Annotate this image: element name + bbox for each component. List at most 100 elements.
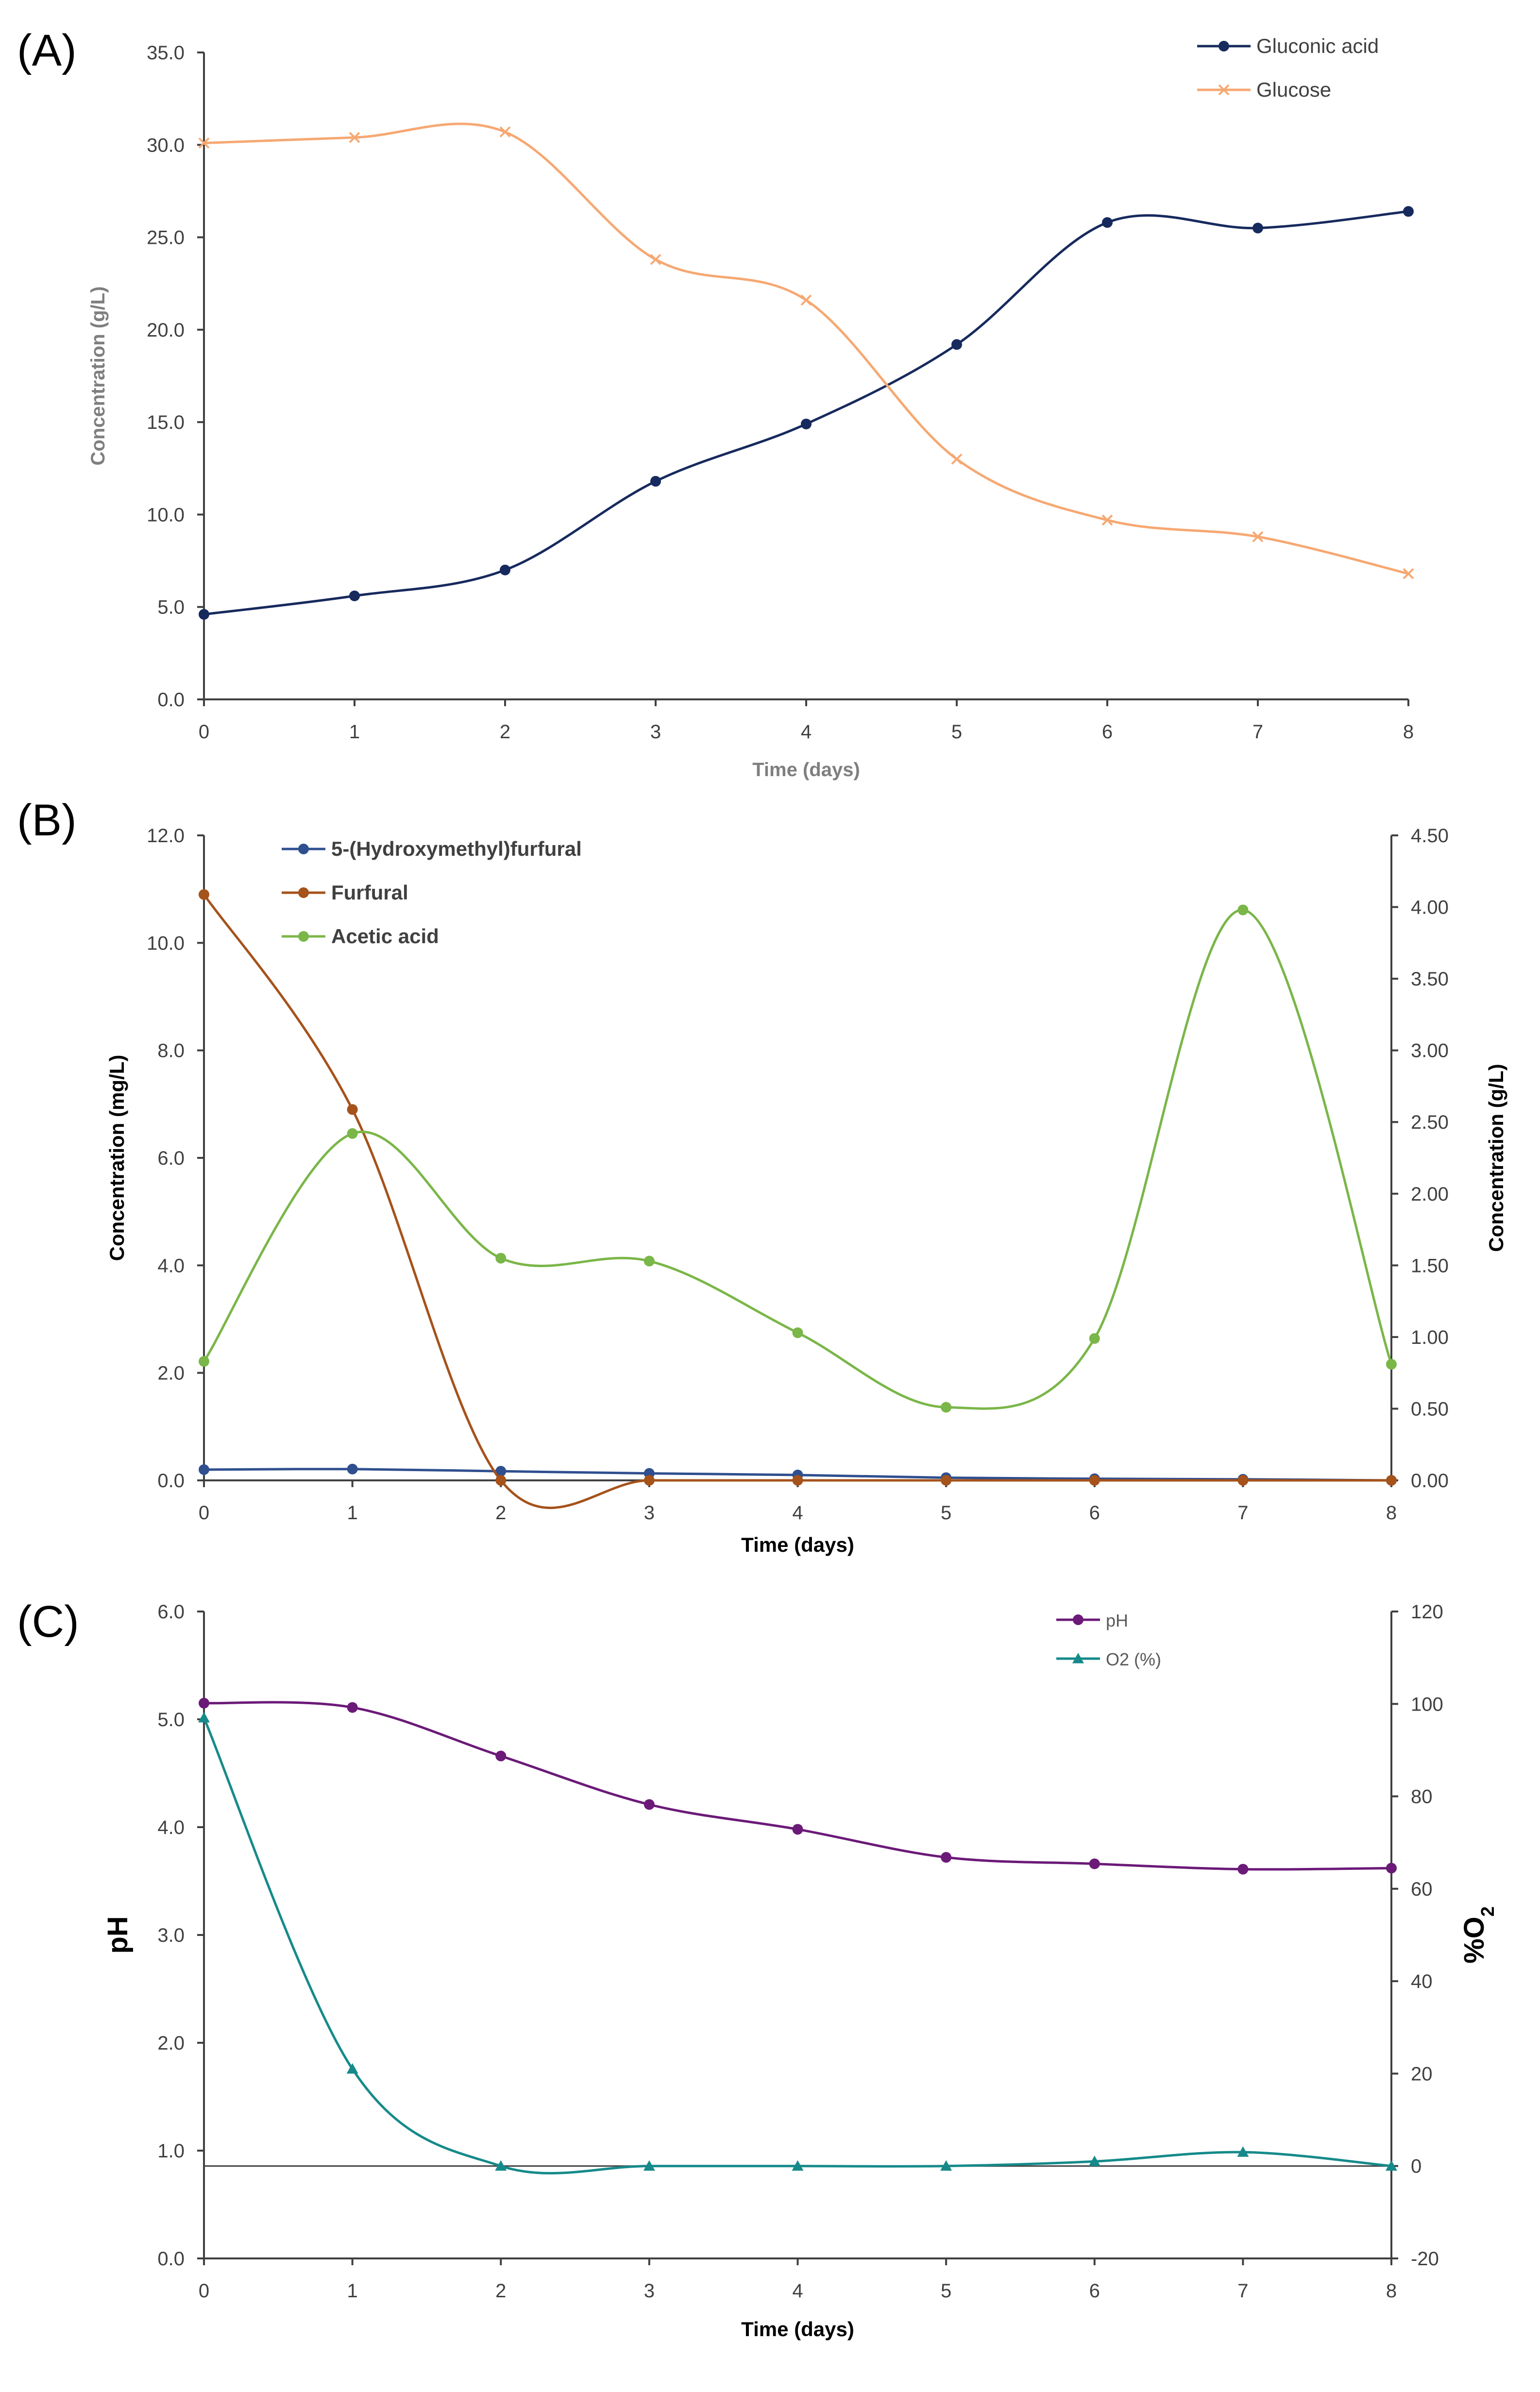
- series-line: [203, 1701, 1392, 1871]
- legend-entry: 5-(Hydroxymethyl)furfural: [282, 837, 582, 860]
- data-point: [198, 137, 210, 149]
- y-tick-label: 30.0: [147, 135, 185, 156]
- legend-marker: [298, 844, 309, 854]
- x-tick-label: 7: [1252, 721, 1263, 743]
- y-tick-label: 6.0: [157, 1601, 185, 1623]
- legend-marker: [298, 887, 309, 898]
- legend-label: Acetic acid: [331, 925, 439, 948]
- data-point: [792, 1327, 803, 1339]
- y-tick-label: 2.0: [157, 1363, 185, 1384]
- y2-tick-label: 3.00: [1411, 1040, 1449, 1062]
- x-tick-label: 0: [199, 1502, 209, 1524]
- x-tick-label: 5: [951, 721, 962, 743]
- data-point: [951, 339, 962, 350]
- x-tick-label: 7: [1237, 1502, 1248, 1524]
- chart-panel-1: (A) 0.0 5.0 10.0 15.0 20.0 25.0 30.0 35.0 0 1 2 3 4 5 6…: [17, 26, 1414, 780]
- x-tick-label: 5: [941, 1502, 951, 1524]
- y-tick-label: 25.0: [147, 227, 185, 249]
- data-point: [346, 2063, 358, 2074]
- data-point: [941, 1852, 952, 1863]
- data-point: [1386, 1863, 1397, 1874]
- x-axis-title: Time (days): [741, 1533, 854, 1556]
- legend-entry: Gluconic acid: [1197, 34, 1379, 57]
- data-point: [1386, 1475, 1397, 1486]
- y-tick-label: 6.0: [157, 1148, 185, 1169]
- data-point: [792, 1475, 803, 1486]
- data-point: [347, 1702, 358, 1713]
- data-point: [1089, 1858, 1100, 1869]
- y2-tick-label: 60: [1411, 1879, 1433, 1900]
- chart-panel-2: (B) 0.0 2.0 4.0 6.0 8.0 10.0 12.0 0.00 0.50 1.00 1.…: [17, 796, 1507, 1556]
- data-point: [1089, 1333, 1100, 1344]
- data-point: [792, 2160, 804, 2171]
- y2-tick-label: 4.00: [1411, 897, 1449, 918]
- legend-entry: O2 (%): [1056, 1649, 1161, 1669]
- x-tick-label: 4: [792, 2280, 803, 2302]
- x-tick-label: 3: [644, 2280, 655, 2302]
- series-o2-: [198, 1712, 1397, 2175]
- chart-panel-3: (C)0.01.02.03.04.05.06.0-200204060801001…: [17, 1597, 1498, 2341]
- data-point: [940, 2160, 952, 2171]
- data-point: [800, 294, 812, 306]
- panel-label: (A): [17, 26, 77, 75]
- x-tick-label: 1: [347, 1502, 358, 1524]
- legend-marker: [1072, 1653, 1084, 1663]
- series-line: [203, 210, 1409, 616]
- x-tick-label: 3: [644, 1502, 655, 1524]
- data-point: [941, 1402, 952, 1413]
- y-tick-label: 12.0: [147, 825, 185, 847]
- x-tick-label: 0: [199, 2280, 209, 2302]
- x-tick-label: 4: [792, 1502, 803, 1524]
- y-tick-label: 4.0: [157, 1817, 185, 1838]
- y2-tick-label: 2.00: [1411, 1184, 1449, 1205]
- series-line: [203, 894, 1391, 1510]
- data-point: [1088, 2155, 1100, 2166]
- x-tick-label: 8: [1386, 1502, 1397, 1524]
- x-tick-label: 2: [495, 2280, 506, 2302]
- series-line: [203, 1717, 1392, 2175]
- data-point: [1403, 568, 1414, 579]
- x-tick-label: 8: [1386, 2280, 1397, 2302]
- panel-label: (C): [17, 1597, 79, 1646]
- data-point: [199, 609, 209, 620]
- y2-tick-label: 20: [1411, 2063, 1433, 2085]
- data-point: [495, 1750, 507, 1762]
- y2-tick-label: 4.50: [1411, 825, 1449, 847]
- x-tick-label: 6: [1089, 1502, 1100, 1524]
- legend-label: O2 (%): [1106, 1649, 1161, 1669]
- y-tick-label: 0.0: [157, 689, 185, 711]
- x-tick-label: 6: [1089, 2280, 1100, 2302]
- data-point: [1252, 222, 1263, 234]
- y-tick-label: 35.0: [147, 42, 185, 64]
- data-point: [643, 2160, 655, 2171]
- y2-tick-label: 3.50: [1411, 968, 1449, 990]
- data-point: [347, 1463, 358, 1475]
- y2-tick-label: 100: [1411, 1694, 1443, 1715]
- y-tick-label: 5.0: [157, 1709, 185, 1730]
- data-point: [1237, 1475, 1249, 1486]
- x-tick-label: 3: [650, 721, 661, 743]
- panel-label: (B): [17, 796, 77, 845]
- y-axis-title: pH: [102, 1916, 134, 1953]
- y2-tick-label: 2.50: [1411, 1112, 1449, 1133]
- data-point: [1386, 2160, 1397, 2171]
- data-point: [500, 564, 510, 576]
- x-tick-label: 2: [500, 721, 510, 743]
- x-tick-label: 0: [199, 721, 209, 743]
- series-line: [203, 122, 1409, 575]
- y2-tick-label: 1.00: [1411, 1327, 1449, 1348]
- x-tick-label: 7: [1237, 2280, 1248, 2302]
- data-point: [199, 1356, 209, 1367]
- legend-marker: [1218, 41, 1229, 51]
- data-point: [349, 590, 360, 601]
- data-point: [1252, 531, 1264, 543]
- data-point: [499, 126, 511, 138]
- data-point: [1237, 2146, 1249, 2157]
- data-point: [199, 1464, 209, 1475]
- legend-marker: [1218, 84, 1230, 96]
- y2-tick-label: 40: [1411, 1971, 1433, 1992]
- x-axis-title: Time (days): [752, 759, 860, 780]
- y-tick-label: 10.0: [147, 933, 185, 954]
- y2-axis-title: Concentration (g/L): [1485, 1064, 1507, 1252]
